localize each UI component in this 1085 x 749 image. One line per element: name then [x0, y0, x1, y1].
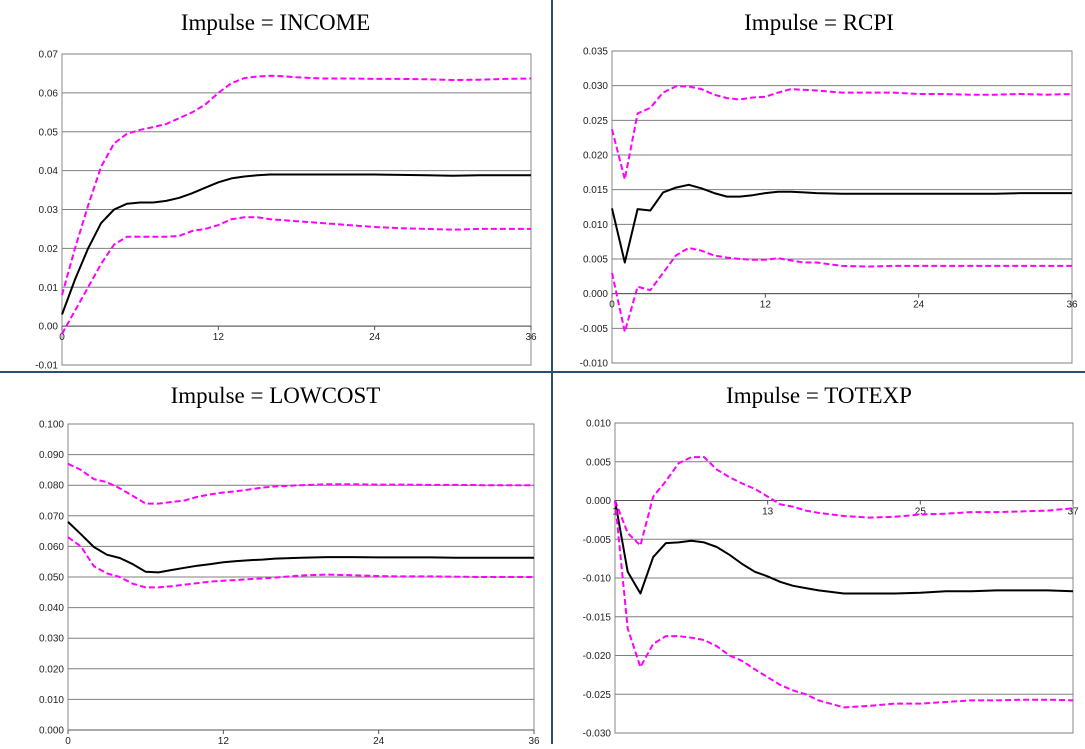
- chart-svg: 0.010 0.005 0.000 -0.005 -0.010 -0.015 -0.020 -…: [583, 419, 1079, 740]
- y-tick-label: 0.06: [39, 88, 59, 99]
- x-tick-label: 0: [609, 300, 615, 311]
- chart-title: Impulse = RCPI: [744, 10, 894, 35]
- y-tick-label: 0.05: [39, 127, 59, 138]
- y-tick-label: 0.03: [39, 205, 59, 216]
- y-tick-label: 0.070: [39, 511, 64, 522]
- x-tick-label: 36: [1066, 300, 1078, 311]
- y-tick-label: 0.020: [583, 151, 608, 162]
- x-tick-label: 37: [1067, 507, 1079, 518]
- chart-svg: 0.035 0.030 0.025 0.020 0.015 0.010 0.005 0.000…: [580, 47, 1078, 370]
- panel-lowcost: Impulse = LOWCOST 0.100 0.090 0.080 0.070 0.…: [0, 373, 551, 748]
- panel-rcpi: Impulse = RCPI 0.035 0.030 0.025 0.020 0.015…: [553, 0, 1085, 371]
- y-tick-label: 0.025: [583, 116, 608, 127]
- y-tick-label: 0.060: [39, 542, 64, 553]
- confidence-band-line: [67, 536, 534, 589]
- y-tick-label: -0.01: [35, 361, 58, 372]
- x-tick-label: 36: [528, 736, 540, 744]
- x-tick-label: 0: [65, 736, 71, 744]
- y-tick-label: 0.01: [39, 283, 59, 294]
- confidence-band-line: [614, 500, 1074, 709]
- chart-title: Impulse = LOWCOST: [170, 383, 381, 408]
- x-tick-label: 13: [762, 507, 774, 518]
- y-tick-label: 0.00: [39, 322, 59, 333]
- y-tick-label: 0.100: [39, 420, 64, 431]
- confidence-band-line: [61, 74, 532, 296]
- confidence-band-line: [67, 462, 534, 505]
- y-tick-label: 0.010: [583, 220, 608, 231]
- x-tick-label: 36: [525, 332, 537, 343]
- chart-svg: 0.07 0.06 0.05 0.04 0.03 0.02 0.01 0.00 -0.01 0 12…: [35, 50, 537, 372]
- y-tick-label: 0.030: [39, 634, 64, 645]
- confidence-band-line: [611, 85, 1073, 181]
- confidence-band-line: [611, 246, 1072, 333]
- response-line: [611, 183, 1072, 264]
- x-tick-label: 12: [213, 332, 225, 343]
- y-tick-label: -0.010: [580, 359, 609, 370]
- y-tick-label: 0.040: [39, 603, 64, 614]
- chart-svg: 0.100 0.090 0.080 0.070 0.060 0.050 0.040 0.030…: [39, 420, 540, 748]
- y-tick-label: 0.000: [39, 726, 64, 737]
- y-tick-label: 0.02: [39, 244, 59, 255]
- y-tick-label: -0.010: [583, 574, 612, 585]
- y-tick-label: 0.020: [39, 664, 64, 675]
- y-tick-label: -0.025: [583, 690, 612, 701]
- y-tick-label: 0.005: [583, 255, 608, 266]
- x-tick-label: 12: [218, 736, 230, 744]
- x-tick-label: 24: [913, 300, 925, 311]
- chart-title: Impulse = INCOME: [180, 10, 371, 35]
- y-tick-label: 0.000: [586, 496, 611, 507]
- y-tick-label: -0.030: [583, 729, 612, 740]
- confidence-band-line: [614, 456, 1074, 547]
- x-tick-label: 0: [59, 332, 65, 343]
- panel-totexp: Impulse = TOTEXP 0.010 0.005 0.000 -0.005 -0…: [553, 373, 1085, 744]
- x-tick-label: 12: [760, 300, 772, 311]
- y-tick-label: 0.050: [39, 573, 64, 584]
- y-tick-label: -0.015: [583, 612, 612, 623]
- y-tick-label: 0.035: [583, 47, 608, 58]
- y-tick-label: 0.010: [586, 419, 611, 430]
- y-tick-label: -0.005: [583, 535, 612, 546]
- panel-income: Impulse = INCOME 0.07 0.06 0.05 0.04 0.03 0.0…: [0, 0, 551, 372]
- confidence-band-line: [61, 216, 531, 335]
- x-tick-label: 24: [369, 332, 381, 343]
- y-tick-label: 0.015: [583, 185, 608, 196]
- response-line: [61, 173, 531, 315]
- x-tick-label: 24: [373, 736, 385, 744]
- response-line: [614, 500, 1074, 595]
- plot-frame: [611, 50, 1073, 364]
- chart-title: Impulse = TOTEXP: [726, 383, 912, 408]
- y-tick-label: 0.090: [39, 450, 64, 461]
- y-tick-label: -0.020: [583, 651, 612, 662]
- y-tick-label: 0.030: [583, 81, 608, 92]
- x-tick-label: 25: [915, 507, 927, 518]
- y-tick-label: 0.005: [586, 457, 611, 468]
- y-tick-label: 0.080: [39, 481, 64, 492]
- y-tick-label: -0.005: [580, 324, 609, 335]
- y-tick-label: 0.04: [39, 166, 59, 177]
- y-tick-label: 0.07: [39, 50, 59, 61]
- response-line: [67, 521, 534, 574]
- y-tick-label: 0.010: [39, 695, 64, 706]
- y-tick-label: 0.000: [583, 289, 608, 300]
- horizontal-divider: [0, 371, 1085, 373]
